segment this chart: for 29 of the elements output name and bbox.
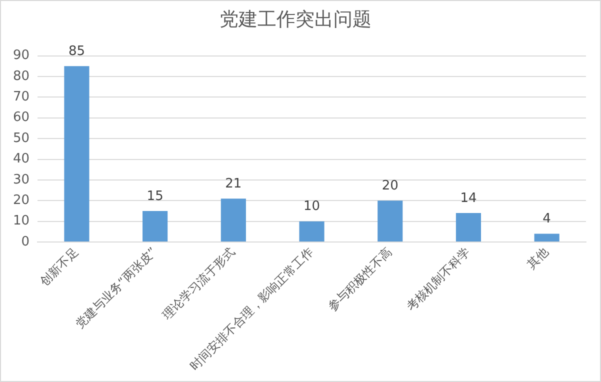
bar bbox=[299, 221, 324, 242]
data-label: 14 bbox=[460, 190, 477, 206]
x-tick-label: 创新不足 bbox=[37, 244, 82, 288]
y-tick-label: 20 bbox=[12, 193, 30, 208]
x-tick-label: 其他 bbox=[524, 244, 552, 272]
data-label: 85 bbox=[68, 44, 85, 60]
y-tick-label: 40 bbox=[12, 152, 30, 167]
data-label: 20 bbox=[382, 178, 398, 194]
y-tick-label: 80 bbox=[12, 68, 30, 84]
y-tick-label: 90 bbox=[12, 48, 30, 64]
y-tick-label: 30 bbox=[12, 172, 30, 188]
x-tick-label: 参与积极性不高 bbox=[325, 244, 394, 314]
data-label: 10 bbox=[304, 199, 320, 214]
chart-title: 党建工作突出问题 bbox=[220, 8, 372, 30]
y-tick-label: 10 bbox=[12, 214, 30, 229]
data-label: 15 bbox=[146, 188, 164, 204]
bar bbox=[142, 210, 168, 242]
y-tick-label: 0 bbox=[21, 234, 30, 250]
y-tick-label: 50 bbox=[12, 130, 30, 146]
y-tick-label: 70 bbox=[12, 90, 30, 105]
bar bbox=[378, 200, 403, 242]
bar bbox=[456, 213, 482, 242]
bar bbox=[64, 66, 90, 242]
bar bbox=[534, 234, 560, 242]
data-label: 21 bbox=[225, 176, 242, 192]
data-label: 4 bbox=[542, 212, 551, 227]
x-tick-label: 考核机制不科学 bbox=[404, 244, 473, 314]
y-tick-label: 60 bbox=[12, 110, 30, 126]
bar bbox=[220, 198, 246, 242]
